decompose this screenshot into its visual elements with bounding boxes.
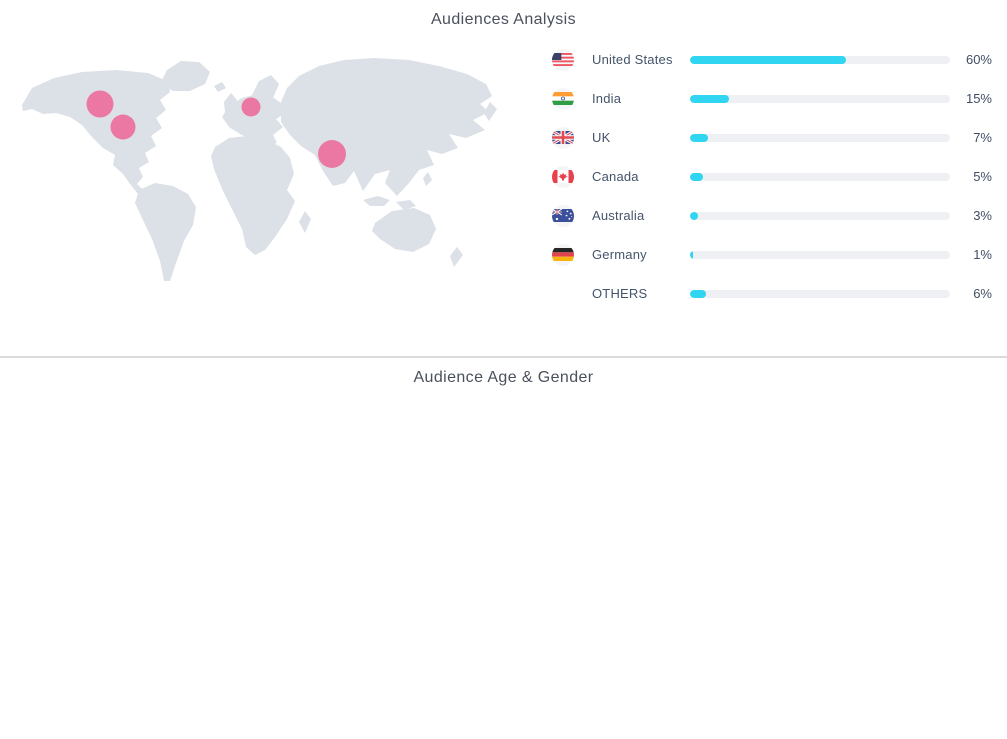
country-name: Australia	[592, 208, 645, 223]
country-row: Germany 1%	[552, 235, 998, 274]
flag-ca-icon	[552, 165, 574, 188]
country-bar-fill	[690, 133, 709, 142]
country-percent: 1%	[973, 247, 992, 262]
country-bar-fill	[690, 211, 698, 220]
country-row: Canada 5%	[552, 157, 998, 196]
country-percent: 6%	[973, 286, 992, 301]
country-row: India 15%	[552, 79, 998, 118]
country-percent: 5%	[973, 169, 992, 184]
map-marker	[86, 90, 114, 118]
country-name: Canada	[592, 169, 639, 184]
world-map	[18, 50, 518, 320]
country-percent: 3%	[973, 208, 992, 223]
age-gender-title: Audience Age & Gender	[413, 369, 594, 386]
country-bar-fill	[690, 94, 729, 103]
country-bar-fill	[690, 55, 846, 64]
country-bar-track	[690, 94, 950, 103]
country-list: United States 60% India 15% UK 7% Canada…	[552, 40, 998, 313]
country-row: United States 60%	[552, 40, 998, 79]
map-marker	[110, 114, 136, 140]
country-bar-fill	[690, 289, 706, 298]
map-marker	[241, 97, 261, 117]
country-name: OTHERS	[592, 286, 648, 301]
audiences-analysis-panel: Audiences Analysis	[0, 0, 1007, 358]
country-name: Germany	[592, 247, 647, 262]
country-row: Australia 3%	[552, 196, 998, 235]
country-name: India	[592, 91, 622, 106]
country-percent: 15%	[965, 91, 992, 106]
flag-uk-icon	[552, 126, 574, 149]
flag-au-icon	[552, 204, 574, 227]
country-bar-track	[690, 211, 950, 220]
country-bar-track	[690, 55, 950, 64]
country-bar-fill	[690, 172, 703, 181]
country-percent: 7%	[973, 130, 992, 145]
flag-de-icon	[552, 243, 574, 266]
country-bar-track	[690, 133, 950, 142]
country-bar-track	[690, 172, 950, 181]
country-name: UK	[592, 130, 611, 145]
country-bar-track	[690, 250, 950, 259]
flag-in-icon	[552, 87, 574, 110]
country-percent: 60%	[965, 52, 992, 67]
world-map-svg	[22, 58, 497, 281]
flag-us-icon	[552, 48, 574, 71]
age-gender-panel: Audience Age & Gender Female Male Age 13…	[0, 358, 1007, 739]
country-row: UK 7%	[552, 118, 998, 157]
map-marker	[318, 140, 346, 168]
flag-placeholder	[552, 283, 574, 305]
map-markers	[86, 90, 346, 168]
country-row: OTHERS 6%	[552, 274, 998, 313]
map-land	[22, 58, 497, 281]
country-bar-track	[690, 289, 950, 298]
country-name: United States	[592, 52, 673, 67]
country-bar-fill	[690, 250, 693, 259]
audiences-analysis-title: Audiences Analysis	[430, 11, 577, 28]
